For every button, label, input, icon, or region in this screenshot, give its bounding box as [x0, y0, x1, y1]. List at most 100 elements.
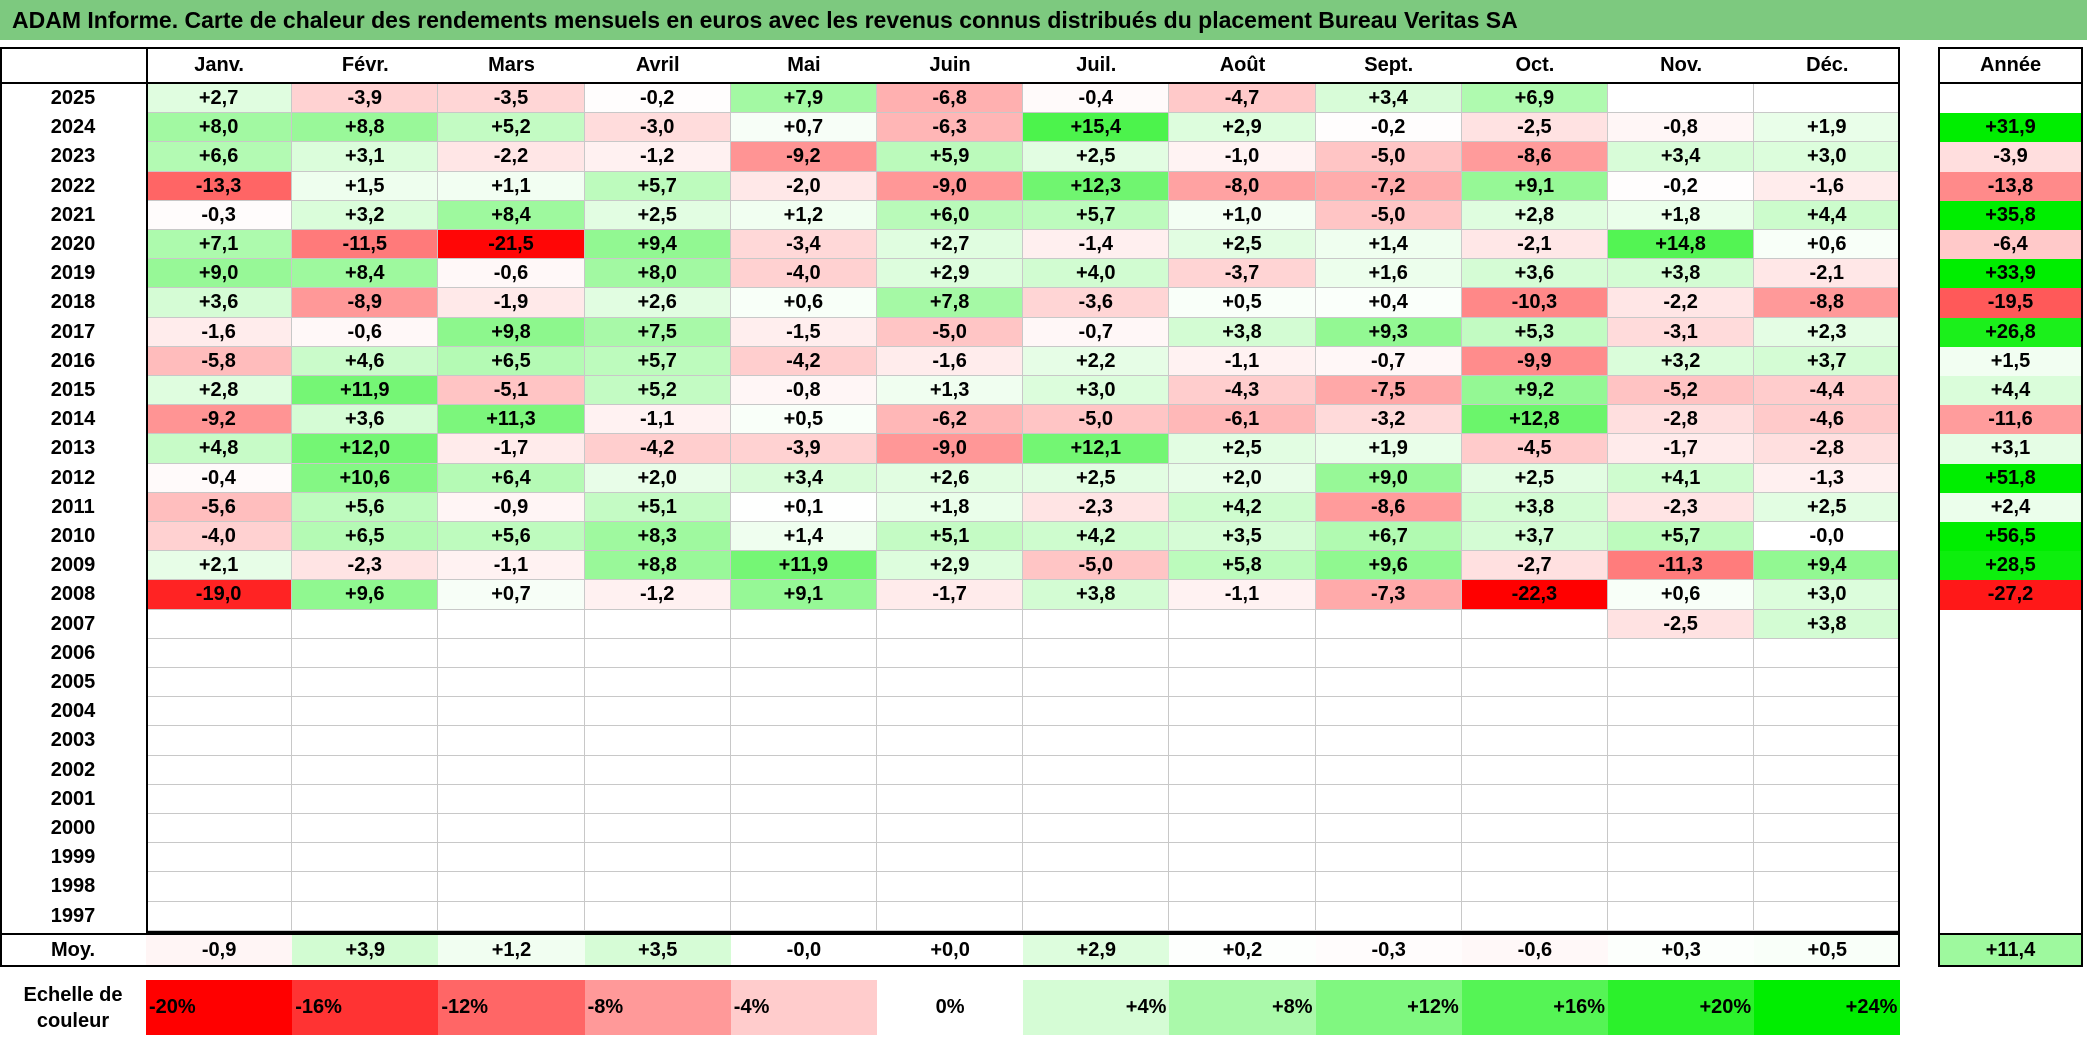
heatmap-cell [1754, 872, 1901, 902]
heatmap-cell: -5,8 [146, 346, 293, 376]
heatmap-cell: +5,2 [584, 376, 731, 406]
month-header: Juil. [1023, 47, 1170, 84]
heatmap-cell: -1,7 [1608, 434, 1755, 464]
heatmap-cell [438, 609, 585, 639]
legend-swatch: -8% [584, 980, 731, 1035]
annual-cell: +33,9 [1938, 259, 2083, 289]
heatmap-cell: +7,8 [877, 288, 1024, 318]
heatmap-cell [1315, 668, 1462, 698]
heatmap-cell [438, 755, 585, 785]
heatmap-cell [730, 697, 877, 727]
heatmap-cell: -2,5 [1461, 113, 1608, 143]
heatmap-cell [438, 697, 585, 727]
heatmap-cell: +12,1 [1023, 434, 1170, 464]
heatmap-cell [730, 872, 877, 902]
heatmap-cell: +5,9 [877, 142, 1024, 172]
heatmap-cell: +3,8 [1754, 609, 1901, 639]
annual-cell [1938, 843, 2083, 873]
heatmap-cell: +5,7 [584, 346, 731, 376]
heatmap-cell: -9,0 [877, 434, 1024, 464]
heatmap-cell: +4,6 [292, 346, 439, 376]
heatmap-cell: +0,6 [730, 288, 877, 318]
heatmap-cell [584, 668, 731, 698]
heatmap-cell: -1,5 [730, 317, 877, 347]
heatmap-cell: -3,7 [1169, 259, 1316, 289]
heatmap-cell [1023, 638, 1170, 668]
year-label: 2000 [50, 817, 96, 839]
heatmap-cell: +11,3 [438, 405, 585, 435]
heatmap-cell: +1,5 [292, 171, 439, 201]
year-label: 2025 [50, 87, 96, 109]
year-label: 2004 [50, 700, 96, 723]
heatmap-cell [584, 901, 731, 931]
heatmap-cell: -1,7 [438, 434, 585, 464]
heatmap-cell [877, 668, 1024, 698]
heatmap-cell [1608, 843, 1755, 873]
heatmap-cell [292, 697, 439, 727]
annual-cell [1938, 84, 2083, 114]
heatmap-cell [1023, 726, 1170, 756]
month-header: Juin [877, 47, 1024, 84]
heatmap-cell: -10,3 [1461, 288, 1608, 318]
heatmap-cell: -7,2 [1315, 171, 1462, 201]
year-label: 2017 [50, 320, 96, 343]
heatmap-cell: +2,9 [1169, 113, 1316, 143]
month-header: Mai [730, 47, 877, 84]
heatmap-cell: +3,8 [1169, 317, 1316, 347]
heatmap-cell [292, 872, 439, 902]
heatmap-cell: +3,5 [1169, 522, 1316, 552]
heatmap-cell [146, 726, 293, 756]
heatmap-cell: -0,6 [438, 259, 585, 289]
heatmap-cell [1315, 901, 1462, 931]
heatmap-cell: -13,3 [146, 171, 293, 201]
heatmap-cell: -4,0 [146, 522, 293, 552]
heatmap-cell: -3,1 [1608, 317, 1755, 347]
heatmap-cell: -2,2 [1608, 288, 1755, 318]
heatmap-cell: +3,4 [1315, 84, 1462, 114]
legend-swatch: +20% [1608, 980, 1755, 1035]
heatmap-cell: +3,4 [730, 463, 877, 493]
heatmap-cell: -6,2 [877, 405, 1024, 435]
annual-cell [1938, 901, 2083, 931]
heatmap-cell [438, 638, 585, 668]
heatmap-cell [1023, 901, 1170, 931]
heatmap-cell: -1,6 [1754, 171, 1901, 201]
heatmap-cell [1169, 726, 1316, 756]
annual-cell: -19,5 [1938, 288, 2083, 318]
year-label: 2024 [50, 116, 96, 139]
heatmap-cell: -1,7 [877, 580, 1024, 610]
heatmap-cell: -5,1 [438, 376, 585, 406]
annual-cell [1938, 726, 2083, 756]
heatmap-cell: +9,2 [1461, 376, 1608, 406]
heatmap-cell: +6,4 [438, 463, 585, 493]
heatmap-cell [1169, 872, 1316, 902]
heatmap-cell: +3,0 [1754, 580, 1901, 610]
heatmap-cell [1608, 84, 1755, 114]
heatmap-cell: -1,9 [438, 288, 585, 318]
heatmap-cell: -9,0 [877, 171, 1024, 201]
heatmap-cell [1315, 726, 1462, 756]
heatmap-cell: -0,9 [438, 492, 585, 522]
annual-cell [1938, 638, 2083, 668]
heatmap-cell: +4,1 [1608, 463, 1755, 493]
heatmap-cell [1754, 901, 1901, 931]
heatmap-cell [292, 638, 439, 668]
heatmap-cell: +12,0 [292, 434, 439, 464]
heatmap-cell: -7,5 [1315, 376, 1462, 406]
heatmap-cell: -2,0 [730, 171, 877, 201]
heatmap-cell [1315, 755, 1462, 785]
heatmap-cell: -1,3 [1754, 463, 1901, 493]
month-header: Mars [438, 47, 585, 84]
heatmap-cell: +0,7 [438, 580, 585, 610]
heatmap-cell [1754, 843, 1901, 873]
heatmap-cell [146, 668, 293, 698]
annual-cell: +26,8 [1938, 317, 2083, 347]
heatmap-cell [1461, 726, 1608, 756]
heatmap-cell: -21,5 [438, 230, 585, 260]
heatmap-cell: -2,8 [1608, 405, 1755, 435]
heatmap-cell [1023, 814, 1170, 844]
heatmap-cell [1461, 638, 1608, 668]
year-label: 2016 [50, 349, 96, 372]
heatmap-cell: +3,7 [1461, 522, 1608, 552]
heatmap-cell: +3,8 [1023, 580, 1170, 610]
